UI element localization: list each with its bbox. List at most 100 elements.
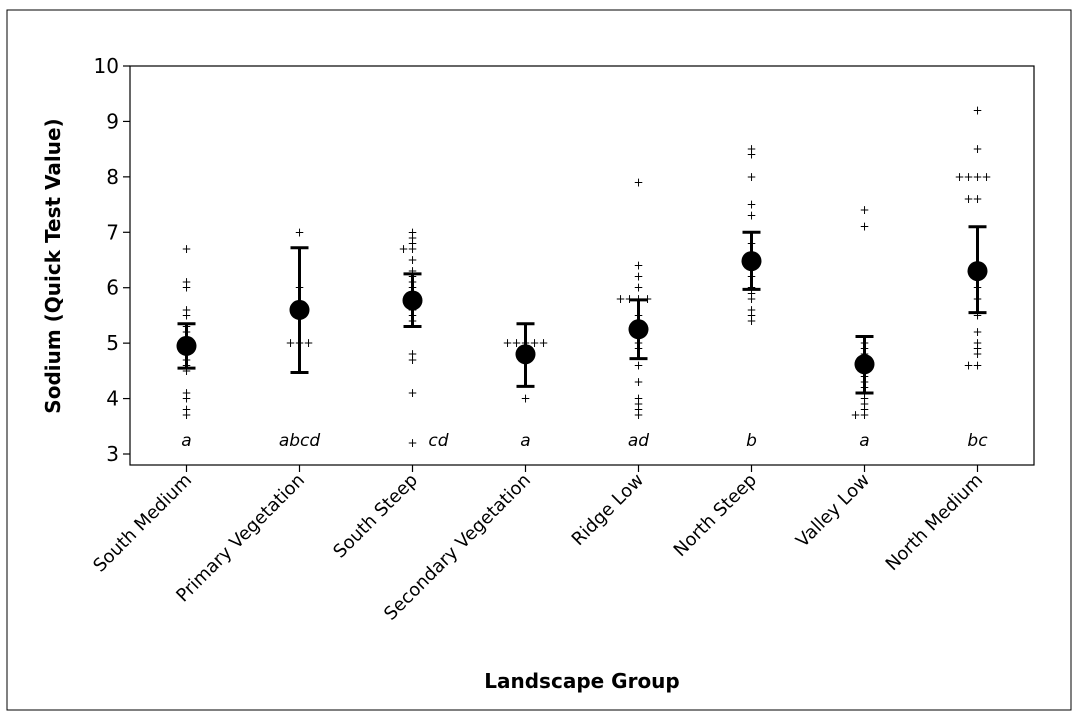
data-point: +	[633, 397, 643, 411]
data-point: +	[746, 292, 756, 306]
y-axis-title: Sodium (Quick Test Value)	[41, 118, 65, 413]
y-tick-label: 5	[106, 331, 119, 355]
data-point: +	[407, 242, 417, 256]
group-letter: a	[859, 431, 869, 451]
data-point: +	[181, 364, 191, 378]
data-point: +	[746, 286, 756, 300]
data-point: +	[407, 236, 417, 250]
data-point: +	[981, 170, 991, 184]
group-letter: bc	[967, 431, 988, 451]
x-tick-label: South Steep	[329, 470, 422, 563]
y-tick-label: 6	[106, 276, 119, 300]
data-point: +	[972, 142, 982, 156]
data-point: +	[633, 358, 643, 372]
data-point: +	[746, 308, 756, 322]
data-point: +	[520, 392, 530, 406]
data-point: +	[972, 358, 982, 372]
data-point: +	[407, 436, 417, 450]
data-point: +	[511, 336, 521, 350]
data-point: +	[181, 281, 191, 295]
data-point: +	[181, 242, 191, 256]
y-tick-label: 10	[94, 54, 119, 78]
x-tick-label: North Medium	[882, 470, 987, 575]
data-point: +	[972, 336, 982, 350]
mean-marker	[741, 251, 762, 272]
data-point: +	[633, 375, 643, 389]
mean-marker	[967, 261, 988, 282]
data-point: +	[633, 270, 643, 284]
data-point: +	[859, 220, 869, 234]
mean-marker	[854, 354, 875, 375]
data-point: +	[502, 336, 512, 350]
x-tick-label: North Steep	[670, 470, 761, 561]
group-letter: b	[746, 431, 757, 451]
data-point: +	[746, 303, 756, 317]
data-point: +	[294, 225, 304, 239]
points-layer: ++++++++++++ +++++++++++++ ++ +++++++++++++…	[181, 103, 991, 450]
group-letter: abcd	[279, 431, 321, 451]
plot-area	[129, 65, 1035, 466]
data-point: +	[181, 386, 191, 400]
data-point: +	[633, 403, 643, 417]
data-point: +	[972, 192, 982, 206]
x-axis-title: Landscape Group	[484, 669, 679, 693]
y-axis: 3 4 5 6 7 8 9 10	[94, 54, 130, 466]
mean-marker	[515, 344, 536, 365]
data-point: +	[407, 347, 417, 361]
group-letter: cd	[428, 431, 448, 451]
data-point: +	[963, 170, 973, 184]
data-point: +	[859, 392, 869, 406]
data-point: +	[407, 231, 417, 245]
data-point: +	[633, 392, 643, 406]
data-point: +	[181, 408, 191, 422]
data-point: +	[407, 225, 417, 239]
data-point: +	[285, 336, 295, 350]
x-tick-label: Primary Vegetation	[172, 470, 309, 607]
data-point: +	[181, 303, 191, 317]
data-point: +	[746, 209, 756, 223]
data-point: +	[615, 292, 625, 306]
data-point: +	[859, 397, 869, 411]
data-point: +	[746, 198, 756, 212]
mean-marker	[176, 335, 197, 356]
data-point: +	[963, 358, 973, 372]
data-point: +	[859, 203, 869, 217]
mean-marker	[289, 299, 310, 320]
data-point: +	[972, 325, 982, 339]
data-point: +	[746, 170, 756, 184]
y-tick-label: 9	[106, 109, 119, 133]
data-point: +	[407, 353, 417, 367]
y-tick-label: 3	[106, 442, 119, 466]
figure-border	[6, 9, 1072, 711]
y-tick-label: 8	[106, 165, 119, 189]
data-point: +	[972, 103, 982, 117]
data-point: +	[529, 336, 539, 350]
group-letter: a	[520, 431, 530, 451]
data-point: +	[181, 308, 191, 322]
data-point: +	[538, 336, 548, 350]
data-point: +	[398, 242, 408, 256]
data-point: +	[746, 148, 756, 162]
x-tick-label: South Medium	[89, 470, 196, 577]
data-point: +	[972, 347, 982, 361]
data-point: +	[972, 342, 982, 356]
data-point: +	[963, 192, 973, 206]
data-point: +	[746, 314, 756, 328]
data-point: +	[633, 259, 643, 273]
data-point: +	[407, 264, 417, 278]
y-tick-label: 7	[106, 220, 119, 244]
data-point: +	[181, 403, 191, 417]
data-point: +	[407, 253, 417, 267]
data-point: +	[859, 408, 869, 422]
data-point: +	[954, 170, 964, 184]
y-tick-label: 4	[106, 387, 119, 411]
data-point: +	[633, 408, 643, 422]
data-point: +	[972, 170, 982, 184]
data-point: +	[633, 175, 643, 189]
group-means	[176, 251, 988, 375]
data-point: +	[303, 336, 313, 350]
data-point: +	[972, 308, 982, 322]
